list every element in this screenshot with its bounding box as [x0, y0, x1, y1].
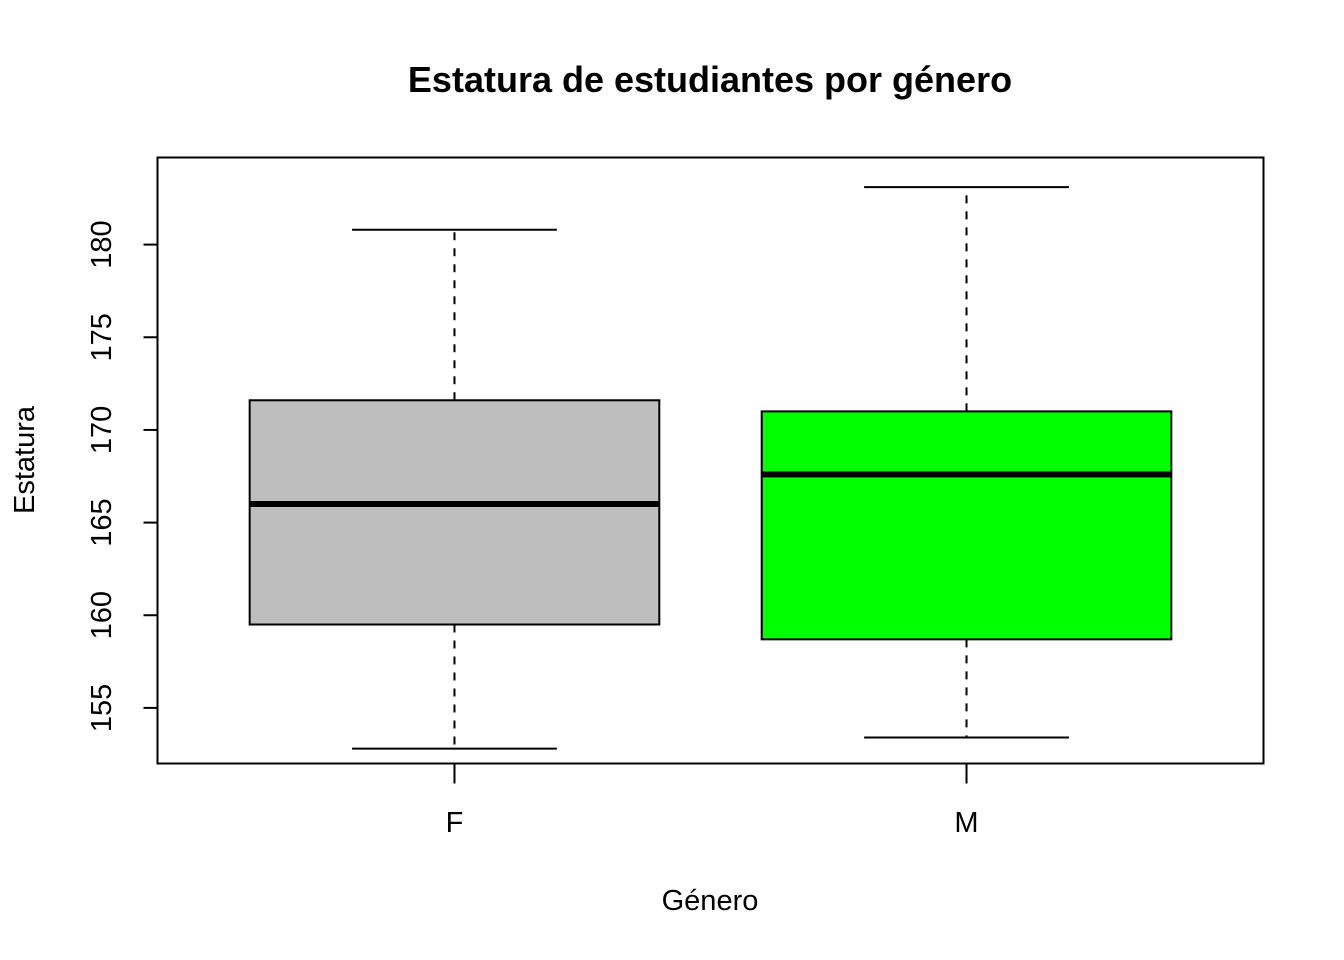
- x-tick-label: F: [446, 807, 464, 839]
- y-tick-label: 180: [86, 220, 118, 268]
- y-tick-label: 170: [86, 406, 118, 454]
- iqr-box: [248, 399, 661, 626]
- x-tick-label: M: [954, 807, 978, 839]
- x-axis-label: Género: [662, 885, 759, 917]
- y-tick-label: 155: [86, 684, 118, 732]
- y-tick-label: 160: [86, 591, 118, 639]
- box-M: [760, 186, 1173, 739]
- y-tick-label: 175: [86, 313, 118, 361]
- box-F: [248, 228, 661, 750]
- y-tick-label: 165: [86, 498, 118, 546]
- y-axis-label: Estatura: [9, 405, 41, 514]
- box-marks: [248, 186, 1173, 750]
- chart-title: Estatura de estudiantes por género: [408, 59, 1012, 100]
- y-axis: 155 160 165 170 175 180: [86, 220, 159, 732]
- iqr-box: [760, 410, 1173, 641]
